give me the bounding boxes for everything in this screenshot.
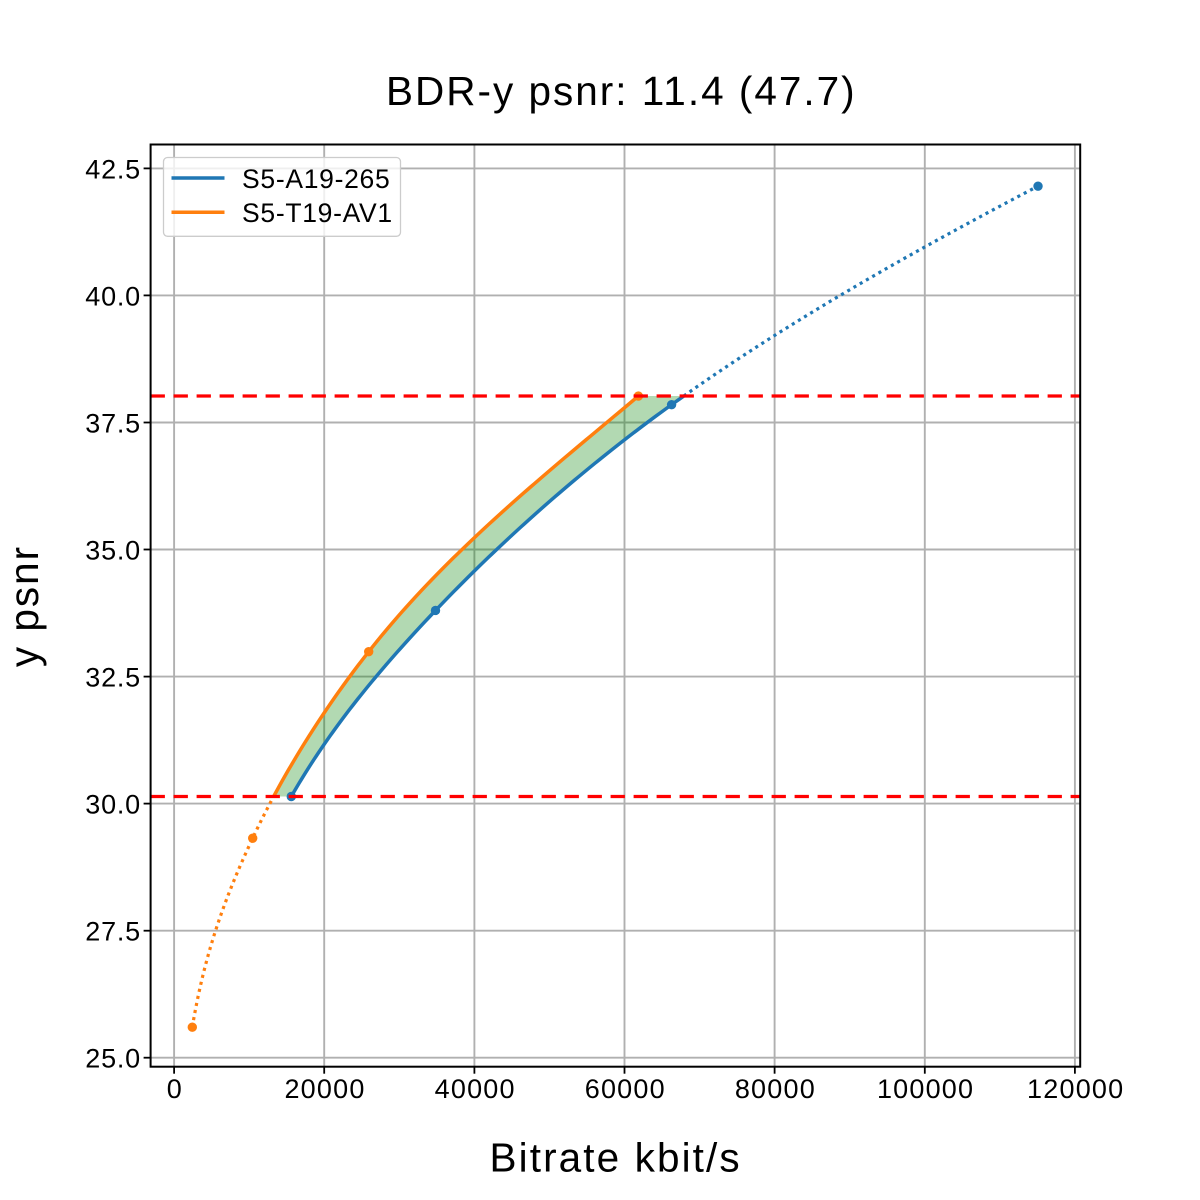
svg-text:S5-A19-265: S5-A19-265 <box>242 164 390 194</box>
svg-text:120000: 120000 <box>1027 1074 1124 1104</box>
svg-text:42.5: 42.5 <box>85 154 141 184</box>
svg-text:60000: 60000 <box>585 1074 666 1104</box>
svg-text:100000: 100000 <box>877 1074 974 1104</box>
svg-text:37.5: 37.5 <box>85 409 141 439</box>
svg-text:0: 0 <box>167 1074 183 1104</box>
svg-text:32.5: 32.5 <box>85 663 141 693</box>
svg-text:35.0: 35.0 <box>85 536 141 566</box>
svg-text:40000: 40000 <box>435 1074 516 1104</box>
svg-text:20000: 20000 <box>284 1074 365 1104</box>
svg-text:80000: 80000 <box>735 1074 816 1104</box>
svg-text:27.5: 27.5 <box>85 917 141 947</box>
svg-text:Bitrate kbit/s: Bitrate kbit/s <box>490 1135 742 1181</box>
svg-text:S5-T19-AV1: S5-T19-AV1 <box>242 198 393 228</box>
svg-text:BDR-y psnr: 11.4 (47.7): BDR-y psnr: 11.4 (47.7) <box>386 68 857 114</box>
svg-text:30.0: 30.0 <box>85 790 141 820</box>
svg-text:25.0: 25.0 <box>85 1044 141 1074</box>
svg-text:y psnr: y psnr <box>1 545 47 667</box>
svg-text:40.0: 40.0 <box>85 281 141 311</box>
